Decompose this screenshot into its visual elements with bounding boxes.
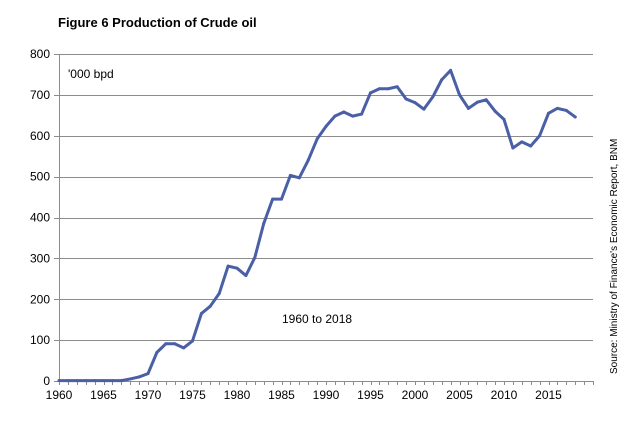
y-tick-label: 300 bbox=[30, 251, 50, 265]
y-tick-label: 100 bbox=[30, 333, 50, 347]
period-label: 1960 to 2018 bbox=[282, 312, 352, 326]
data-point-1975 bbox=[191, 339, 194, 343]
x-tick-label: 1960 bbox=[46, 388, 73, 402]
data-point-1993 bbox=[351, 114, 355, 118]
crude-oil-production-line bbox=[57, 68, 577, 383]
y-tick-label: 200 bbox=[30, 292, 50, 306]
x-tick-label: 1980 bbox=[224, 388, 251, 402]
data-point-1997 bbox=[386, 87, 390, 91]
data-point-2003 bbox=[440, 78, 444, 82]
data-point-1968 bbox=[128, 377, 132, 381]
data-point-2004 bbox=[449, 68, 453, 72]
data-point-1978 bbox=[217, 292, 221, 296]
chart-title: Figure 6 Production of Crude oil bbox=[58, 15, 257, 30]
data-point-2005 bbox=[458, 93, 461, 97]
y-tick-label: 400 bbox=[30, 211, 50, 225]
data-point-1980 bbox=[235, 266, 239, 270]
y-axis-tick-labels: 0 100 200 300 400 500 600 700 800 bbox=[30, 47, 50, 388]
data-point-1977 bbox=[208, 304, 212, 308]
data-point-1965 bbox=[102, 379, 105, 383]
x-tick-label: 1995 bbox=[357, 388, 384, 402]
data-point-1979 bbox=[226, 264, 230, 268]
x-tick-label: 1970 bbox=[135, 388, 162, 402]
y-tick-label: 0 bbox=[43, 374, 50, 388]
data-point-2016 bbox=[555, 106, 559, 110]
data-point-1961 bbox=[66, 379, 70, 383]
x-tick-label: 2000 bbox=[402, 388, 429, 402]
data-point-1996 bbox=[377, 87, 381, 91]
data-point-1999 bbox=[404, 97, 408, 101]
data-point-1995 bbox=[369, 91, 372, 95]
data-point-1974 bbox=[182, 346, 186, 350]
axes bbox=[54, 54, 594, 385]
data-point-2009 bbox=[493, 109, 497, 113]
data-point-1988 bbox=[306, 158, 310, 162]
data-point-1973 bbox=[173, 342, 177, 346]
x-tick-label: 1990 bbox=[313, 388, 340, 402]
y-tick-label: 800 bbox=[30, 47, 50, 61]
data-point-1998 bbox=[395, 85, 399, 89]
data-point-1985 bbox=[280, 197, 283, 201]
data-point-1976 bbox=[199, 312, 203, 316]
gridlines bbox=[59, 54, 593, 341]
data-point-1960 bbox=[57, 379, 61, 383]
data-point-2002 bbox=[431, 95, 435, 99]
data-point-1972 bbox=[164, 342, 168, 346]
data-point-2014 bbox=[538, 134, 542, 138]
data-point-1984 bbox=[271, 197, 275, 201]
data-point-2008 bbox=[484, 98, 488, 102]
data-point-1970 bbox=[146, 372, 150, 376]
data-point-2012 bbox=[520, 140, 524, 144]
source-note: Source: Ministry of Finance's Economic R… bbox=[609, 139, 620, 374]
data-point-2013 bbox=[529, 144, 533, 148]
data-point-1982 bbox=[253, 256, 257, 260]
data-point-1983 bbox=[262, 222, 266, 226]
series-layer bbox=[57, 68, 577, 383]
data-point-1969 bbox=[137, 375, 141, 379]
x-tick-label: 1965 bbox=[90, 388, 117, 402]
data-point-1967 bbox=[119, 379, 123, 383]
data-point-2010 bbox=[502, 117, 506, 121]
data-point-2018 bbox=[573, 115, 577, 119]
x-tick-label: 1975 bbox=[179, 388, 206, 402]
data-point-1981 bbox=[244, 274, 248, 278]
x-axis-tick-labels: 1960 1965 1970 1975 1980 1985 1990 1995 2000 2005… bbox=[46, 388, 563, 402]
data-point-1990 bbox=[324, 124, 328, 128]
y-tick-label: 500 bbox=[30, 170, 50, 184]
x-tick-label: 1985 bbox=[268, 388, 295, 402]
data-point-1964 bbox=[93, 379, 97, 383]
data-point-1994 bbox=[360, 112, 364, 116]
data-point-2001 bbox=[422, 107, 426, 111]
data-point-1991 bbox=[333, 114, 337, 118]
data-point-1966 bbox=[110, 379, 114, 383]
data-point-1963 bbox=[84, 379, 88, 383]
data-point-2011 bbox=[511, 146, 515, 150]
data-point-2006 bbox=[466, 106, 470, 110]
data-point-1971 bbox=[155, 350, 159, 354]
data-point-1989 bbox=[315, 137, 319, 141]
y-tick-label: 600 bbox=[30, 129, 50, 143]
data-point-2015 bbox=[547, 111, 550, 115]
data-point-1962 bbox=[75, 379, 79, 383]
x-tick-label: 2010 bbox=[491, 388, 518, 402]
x-tick-label: 2015 bbox=[535, 388, 562, 402]
data-point-2000 bbox=[413, 101, 417, 105]
x-tick-label: 2005 bbox=[446, 388, 473, 402]
y-tick-label: 700 bbox=[30, 88, 50, 102]
data-point-1987 bbox=[297, 176, 301, 180]
unit-label: '000 bpd bbox=[68, 67, 114, 81]
data-point-2017 bbox=[564, 108, 568, 112]
data-point-1992 bbox=[342, 110, 346, 114]
data-point-2007 bbox=[475, 100, 479, 104]
data-point-1986 bbox=[288, 173, 292, 177]
